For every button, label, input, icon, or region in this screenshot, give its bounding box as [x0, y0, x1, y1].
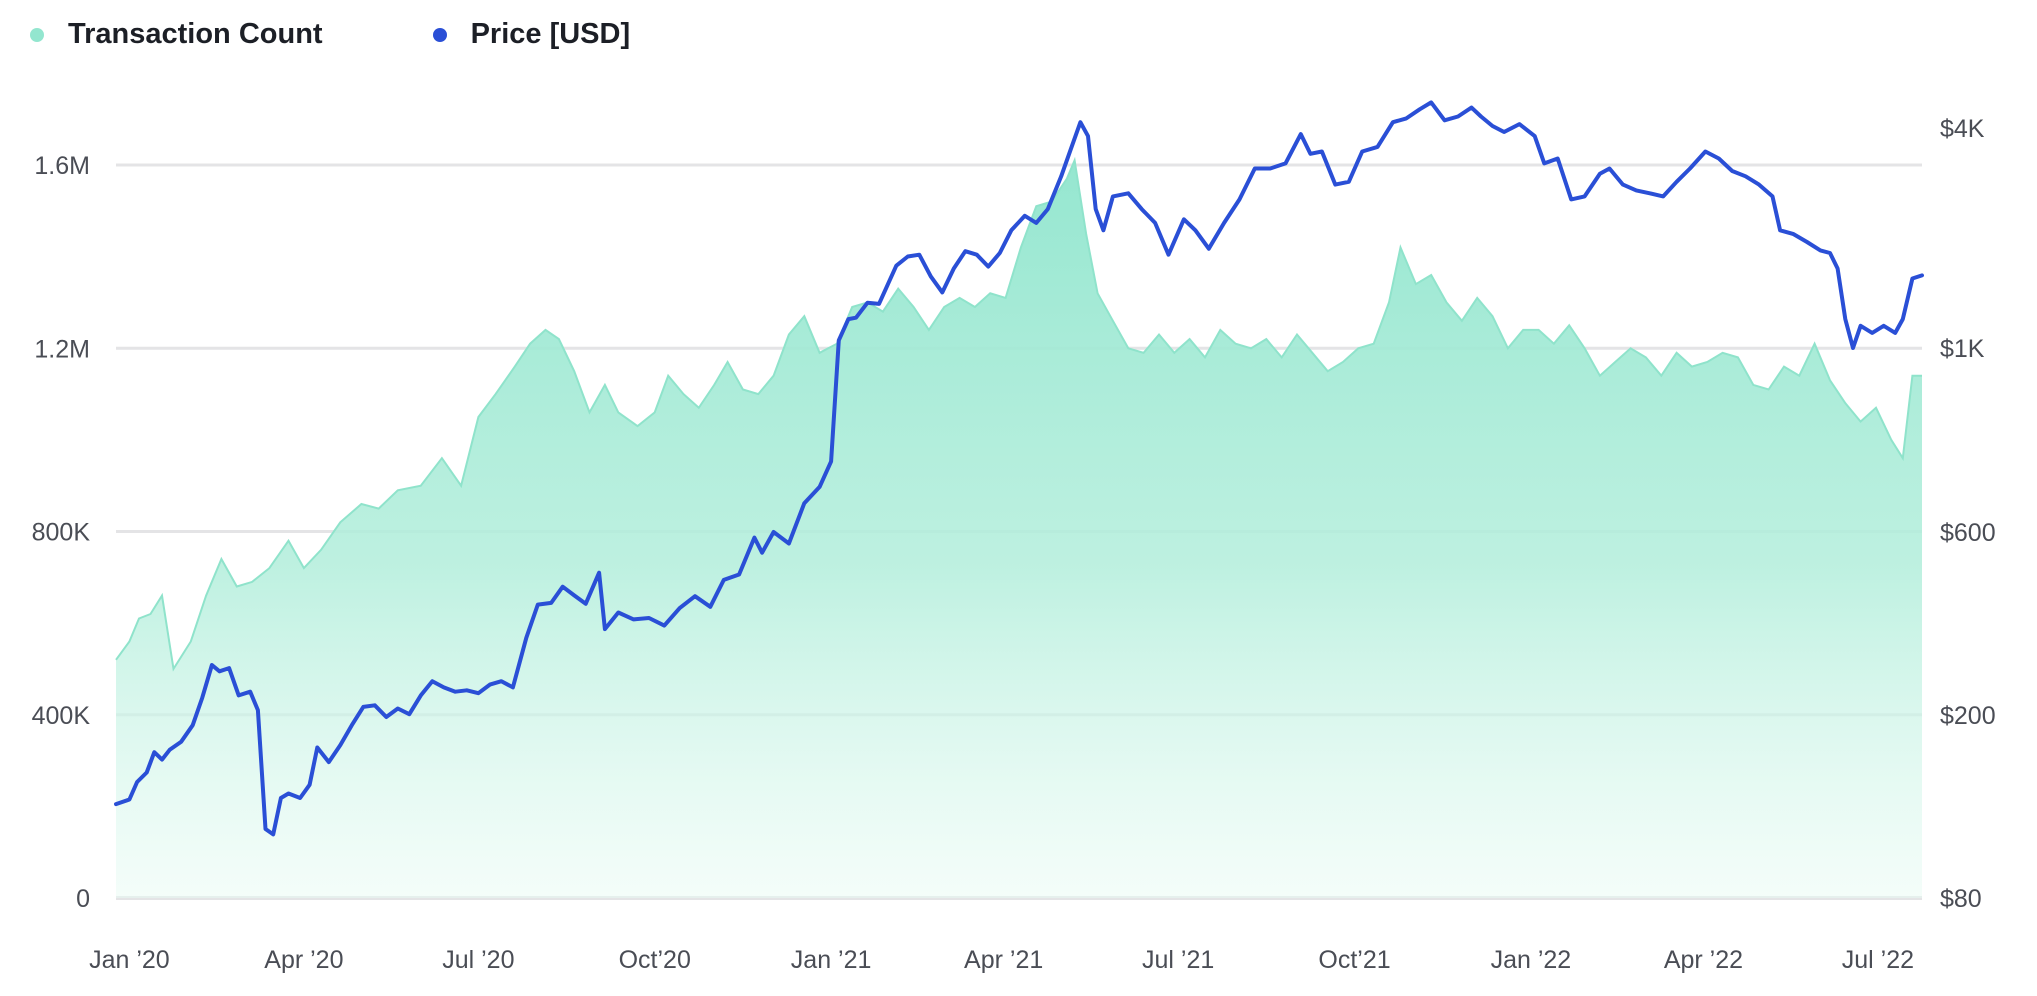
y-left-tick-label: 400K [32, 702, 91, 730]
x-tick-label: Jul ’21 [1142, 946, 1214, 974]
price-line [114, 100, 1924, 837]
y-right-tick-label: $1K [1940, 335, 1985, 363]
x-tick-label: Jan ’20 [89, 946, 170, 974]
x-tick-label: Oct’20 [619, 946, 691, 974]
legend-item-transaction-count[interactable]: Transaction Count [30, 18, 323, 51]
y-left-tick-label: 1.2M [34, 335, 90, 363]
legend-label-price: Price [USD] [470, 18, 631, 50]
x-tick-label: Jul ’22 [1842, 946, 1914, 974]
y-right-tick-label: $600 [1940, 519, 1996, 547]
legend-dot-transaction-count [30, 27, 44, 42]
y-left-tick-label: 1.6M [34, 152, 90, 180]
x-tick-label: Apr ’20 [264, 946, 343, 974]
x-tick-label: Jan ’21 [791, 946, 872, 974]
x-tick-label: Apr ’22 [1664, 946, 1743, 974]
x-tick-label: Jan ’22 [1491, 946, 1572, 974]
y-right-tick-label: $80 [1940, 885, 1982, 913]
legend-dot-price [432, 27, 447, 42]
x-tick-label: Apr ’21 [964, 946, 1043, 974]
y-right-tick-label: $200 [1940, 702, 1996, 730]
price-line-layer [114, 100, 1924, 837]
legend: Transaction Count Price [USD] [30, 18, 740, 51]
y-right-tick-label: $4K [1940, 115, 1985, 143]
y-left-tick-label: 800K [32, 519, 91, 547]
y-left-tick-label: 0 [76, 885, 90, 913]
x-tick-label: Jul ’20 [442, 946, 514, 974]
y-right-tick-labels: $80 $200 $600 $1K $4K [1940, 115, 1996, 913]
transaction-area-layer [115, 156, 1922, 898]
transaction-count-area [116, 160, 1922, 898]
x-tick-label: Oct’21 [1318, 946, 1390, 974]
x-tick-labels: Jan ’20 Apr ’20 Jul ’20 Oct’20 Jan ’21 Apr ’2… [89, 946, 1914, 974]
y-left-tick-labels: 0 400K 800K 1.2M 1.6M [32, 152, 91, 913]
legend-label-transaction-count: Transaction Count [68, 18, 323, 50]
legend-item-price[interactable]: Price [USD] [432, 18, 631, 51]
